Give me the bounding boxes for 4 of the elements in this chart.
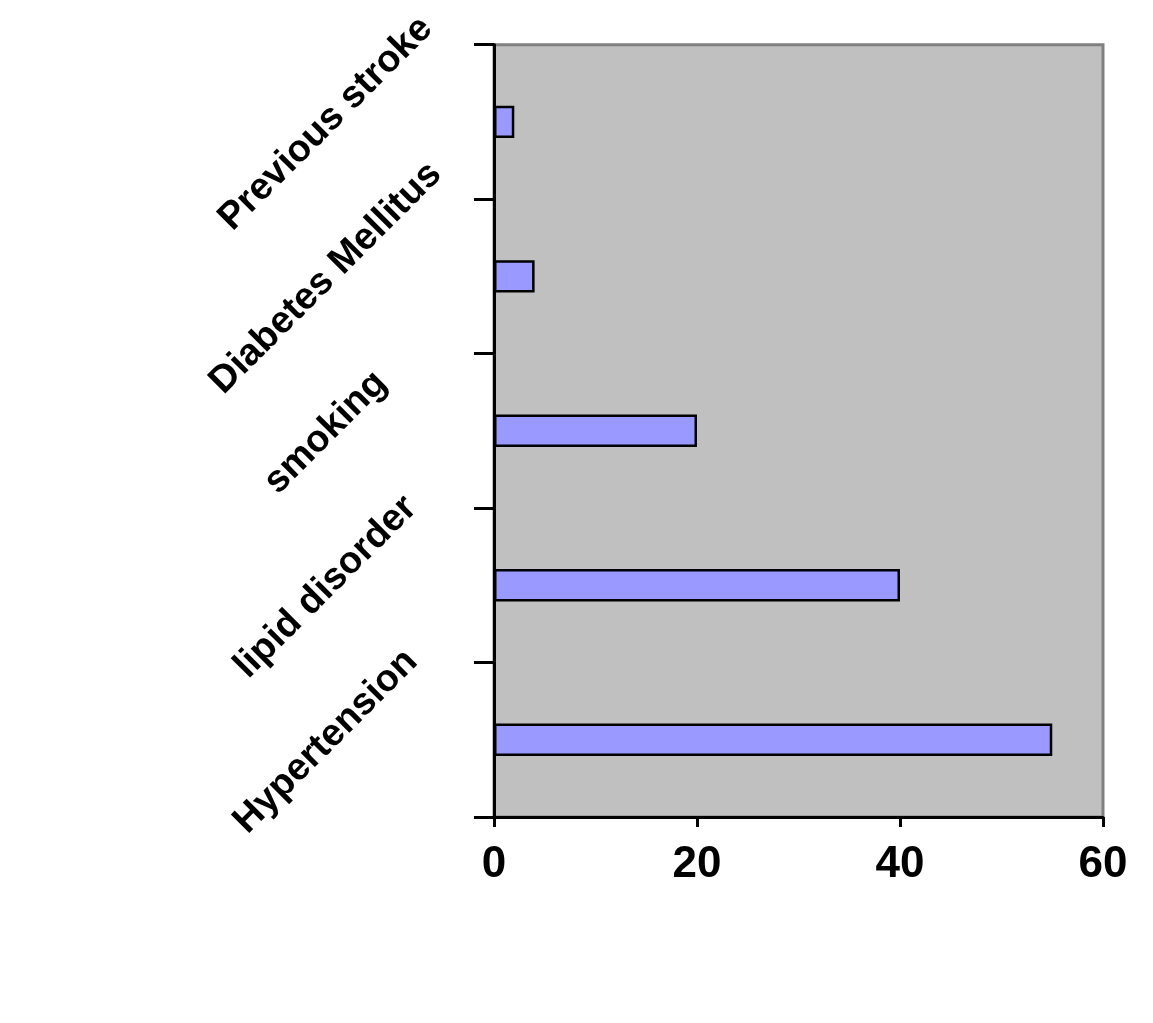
x-tick-label: 40 xyxy=(875,836,925,886)
x-tick-label: 20 xyxy=(672,836,722,886)
x-tick-label: 60 xyxy=(1078,836,1128,886)
x-tick-label: 0 xyxy=(481,836,507,886)
